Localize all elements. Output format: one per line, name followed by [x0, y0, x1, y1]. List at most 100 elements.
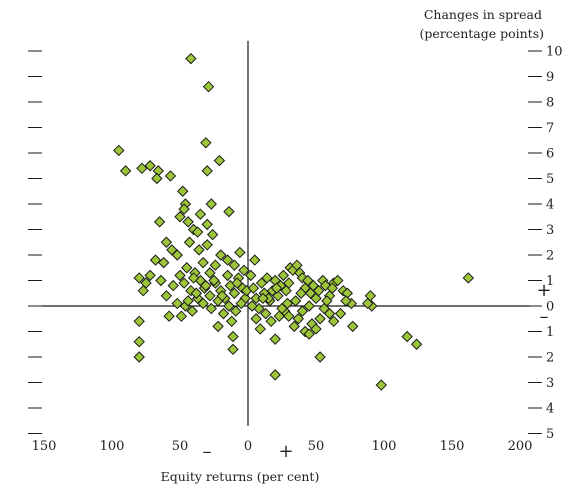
data-point — [250, 313, 262, 325]
y-tick-label: 2 — [546, 351, 554, 366]
y-axis-title-line1: Changes in spread — [424, 7, 542, 22]
data-point — [190, 287, 203, 299]
data-point — [292, 313, 305, 325]
data-point — [201, 218, 213, 231]
data-point — [204, 290, 216, 302]
data-point — [113, 144, 125, 157]
y-tick-label: 7 — [546, 121, 554, 136]
data-point — [213, 154, 226, 167]
data-point — [410, 338, 423, 350]
data-point — [462, 272, 475, 284]
y-sign-negative: – — [540, 306, 549, 327]
data-point — [201, 165, 213, 177]
data-point — [221, 269, 234, 282]
data-point — [174, 211, 186, 223]
data-point — [234, 246, 246, 259]
data-point — [212, 320, 224, 333]
data-point — [144, 269, 156, 282]
data-point — [340, 295, 352, 307]
data-point — [191, 226, 204, 238]
data-point — [174, 269, 186, 282]
data-point — [178, 203, 190, 215]
data-point — [228, 287, 241, 299]
data-point — [227, 343, 239, 356]
data-point — [314, 313, 326, 325]
y-axis-title-line2: (percentage points) — [420, 26, 544, 41]
data-point — [288, 320, 300, 333]
x-tick-label: 200 — [508, 439, 533, 454]
data-point — [194, 208, 207, 220]
data-point — [193, 244, 205, 256]
data-point — [200, 279, 212, 292]
data-point — [208, 274, 220, 287]
data-point — [245, 269, 257, 282]
data-point — [185, 52, 197, 65]
x-tick-label: 0 — [244, 439, 252, 454]
data-point — [326, 282, 339, 294]
x-ticks: 150 100 50 0 50 100 150 200 — [32, 439, 533, 454]
data-point — [163, 310, 175, 322]
data-point — [160, 290, 173, 302]
data-point — [247, 282, 260, 294]
data-point — [171, 249, 183, 261]
data-point — [133, 351, 145, 363]
data-point — [321, 295, 333, 307]
data-point — [200, 137, 212, 149]
data-point — [249, 254, 261, 266]
data-point — [361, 297, 374, 310]
data-point — [283, 310, 295, 322]
data-point — [182, 216, 194, 228]
data-point — [277, 269, 290, 282]
x-tick-label: 50 — [308, 439, 325, 454]
x-tick-label: 100 — [372, 439, 397, 454]
data-point — [205, 198, 217, 210]
y-tick-label: 1 — [546, 325, 554, 340]
data-point — [177, 185, 189, 197]
data-point — [259, 307, 272, 320]
data-point — [281, 297, 294, 310]
data-point — [334, 307, 347, 320]
data-point — [157, 256, 170, 269]
data-point — [310, 323, 322, 335]
data-point — [171, 297, 183, 310]
data-point — [272, 290, 284, 302]
x-tick-label: 150 — [440, 439, 465, 454]
data-point — [257, 292, 269, 305]
y-tick-label: 3 — [546, 376, 554, 391]
data-point — [202, 80, 215, 93]
data-point — [197, 256, 209, 269]
data-point — [133, 335, 145, 348]
x-sign-positive: + — [278, 441, 293, 462]
data-point — [155, 274, 167, 287]
y-tick-label: 4 — [546, 198, 554, 213]
data-point — [164, 170, 177, 182]
y-sign-positive: + — [536, 280, 551, 301]
x-tick-label: 50 — [172, 439, 189, 454]
data-point — [401, 330, 413, 343]
data-point — [295, 287, 307, 299]
data-point — [223, 300, 235, 312]
data-point — [270, 282, 283, 294]
y-tick-label: 9 — [546, 70, 554, 85]
data-point — [206, 228, 219, 241]
data-point — [303, 328, 315, 340]
data-point — [323, 307, 336, 320]
data-point — [215, 249, 227, 261]
data-point — [269, 369, 281, 381]
x-sign-negative: – — [203, 441, 212, 462]
data-point — [133, 315, 145, 328]
data-point — [327, 315, 340, 328]
data-point — [205, 302, 217, 315]
y-tick-label: 1 — [546, 274, 554, 289]
data-point — [133, 272, 145, 284]
data-point — [151, 172, 163, 185]
data-point — [254, 323, 266, 335]
y-tick-label: 8 — [546, 96, 554, 111]
data-point — [314, 351, 326, 363]
data-point — [283, 277, 295, 289]
data-point — [153, 216, 166, 228]
data-point — [225, 315, 238, 328]
